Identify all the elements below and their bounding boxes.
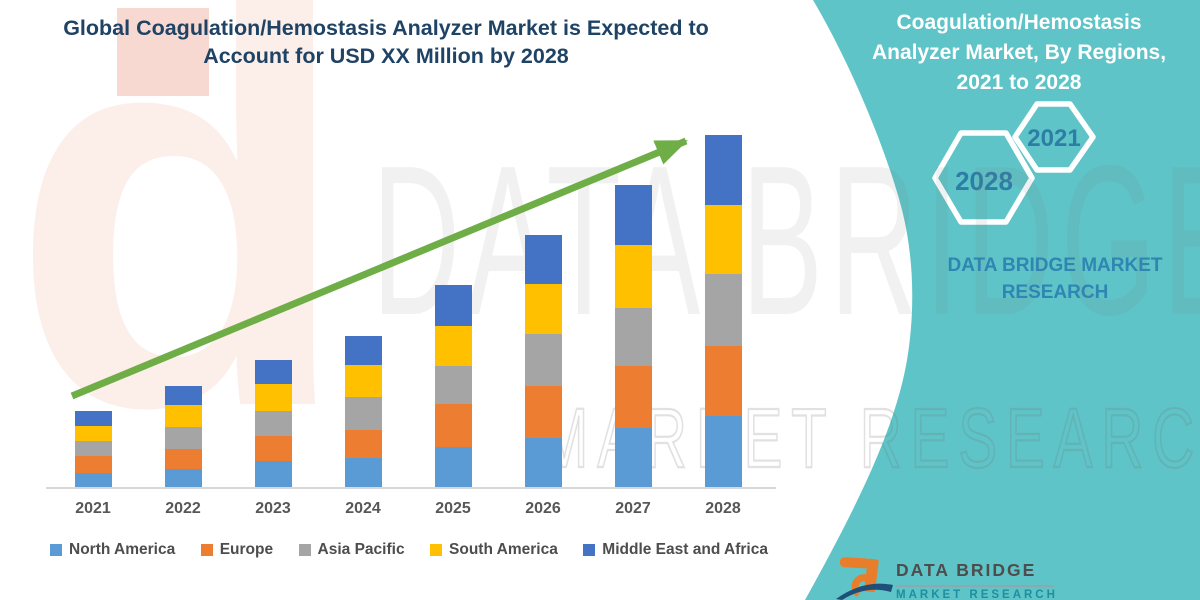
watermark-pink-block	[117, 8, 209, 96]
bar-2022-middle-east-and-africa	[164, 386, 202, 405]
bar-2022-asia-pacific	[164, 427, 202, 449]
bar-2024-north-america	[344, 458, 382, 488]
x-axis-line	[46, 487, 776, 489]
hexagon-2028-label: 2028	[955, 166, 1013, 196]
footer-logo-brand: DATA BRIDGE	[896, 560, 1037, 580]
bar-2027-europe	[614, 366, 652, 428]
bar-2027-asia-pacific	[614, 308, 652, 366]
legend-swatch-middle-east-and-africa	[583, 544, 596, 556]
bar-2025-europe	[434, 404, 472, 447]
bar-2027-middle-east-and-africa	[614, 185, 652, 245]
legend-item-north-america: North America	[50, 541, 175, 559]
footer-logo-tagline: MARKET RESEARCH	[896, 589, 1058, 600]
x-axis-label-2028: 2028	[705, 500, 741, 517]
legend-label: Europe	[219, 541, 274, 558]
legend-item-south-america: South America	[430, 541, 558, 559]
bar-2026-middle-east-and-africa	[524, 235, 562, 284]
legend-item-asia-pacific: Asia Pacific	[298, 541, 405, 559]
x-axis-label-2022: 2022	[165, 500, 201, 517]
x-axis-label-2021: 2021	[75, 500, 111, 517]
legend: North America Europe Asia Pacific South …	[50, 541, 768, 559]
bar-2024-south-america	[344, 365, 382, 397]
bar-2021-europe	[74, 456, 112, 473]
legend-item-europe: Europe	[200, 541, 274, 559]
bar-2027-south-america	[614, 245, 652, 308]
bar-2026-asia-pacific	[524, 334, 562, 386]
x-axis-label-2023: 2023	[255, 500, 291, 517]
side-panel-title: Coagulation/Hemostasis Analyzer Market, …	[871, 11, 1167, 94]
bar-2021-asia-pacific	[74, 441, 112, 456]
legend-label: Middle East and Africa	[602, 541, 768, 558]
bar-2021-south-america	[74, 426, 112, 441]
bar-2021-middle-east-and-africa	[74, 411, 112, 426]
legend-swatch-asia-pacific	[298, 544, 311, 556]
footer-logo: DATA BRIDGE MARKET RESEARCH	[836, 552, 1116, 600]
footer-logo-divider	[896, 585, 1054, 587]
bar-2022-europe	[164, 449, 202, 469]
bar-2023-middle-east-and-africa	[254, 360, 292, 384]
x-axis-label-2024: 2024	[345, 500, 381, 517]
legend-item-middle-east-and-africa: Middle East and Africa	[583, 541, 768, 559]
bar-2027-north-america	[614, 428, 652, 488]
bar-2028-north-america	[704, 416, 742, 488]
bar-2023-europe	[254, 436, 292, 461]
x-axis-label-2026: 2026	[525, 500, 561, 517]
chart-title: Global Coagulation/Hemostasis Analyzer M…	[63, 16, 709, 68]
side-panel-brand: DATA BRIDGE MARKET RESEARCH	[947, 255, 1163, 303]
bar-2028-asia-pacific	[704, 274, 742, 346]
hexagon-2021	[1012, 101, 1096, 173]
bar-2026-europe	[524, 386, 562, 438]
legend-swatch-south-america	[430, 544, 443, 556]
data-bridge-logo-icon	[836, 557, 893, 600]
bar-2023-north-america	[254, 461, 292, 488]
bar-2026-north-america	[524, 438, 562, 488]
watermark-data-bridge-text: DATA BRIDGE	[372, 121, 1200, 360]
bar-2024-asia-pacific	[344, 397, 382, 430]
bar-2026-south-america	[524, 284, 562, 334]
legend-label: North America	[69, 541, 176, 558]
legend-swatch-north-america	[50, 544, 62, 556]
bar-2025-middle-east-and-africa	[434, 285, 472, 326]
x-axis-label-2027: 2027	[615, 500, 651, 517]
hexagon-2028	[932, 130, 1035, 225]
legend-label: Asia Pacific	[317, 541, 405, 558]
legend-swatch-europe	[200, 544, 213, 556]
bar-2028-south-america	[704, 205, 742, 274]
bar-2023-south-america	[254, 384, 292, 411]
bar-2024-europe	[344, 430, 382, 458]
bar-2023-asia-pacific	[254, 411, 292, 436]
bar-2025-south-america	[434, 326, 472, 366]
bar-2028-middle-east-and-africa	[704, 135, 742, 205]
bar-2022-south-america	[164, 405, 202, 427]
x-axis-label-2025: 2025	[435, 500, 471, 517]
bar-2022-north-america	[164, 469, 202, 488]
bar-2025-asia-pacific	[434, 366, 472, 404]
side-panel-background	[805, 0, 1200, 600]
legend-label: South America	[449, 541, 558, 558]
bar-2021-north-america	[74, 473, 112, 488]
bar-2028-europe	[704, 346, 742, 416]
bar-2025-north-america	[434, 447, 472, 488]
bar-2024-middle-east-and-africa	[344, 336, 382, 365]
hexagon-2021-label: 2021	[1027, 125, 1080, 152]
